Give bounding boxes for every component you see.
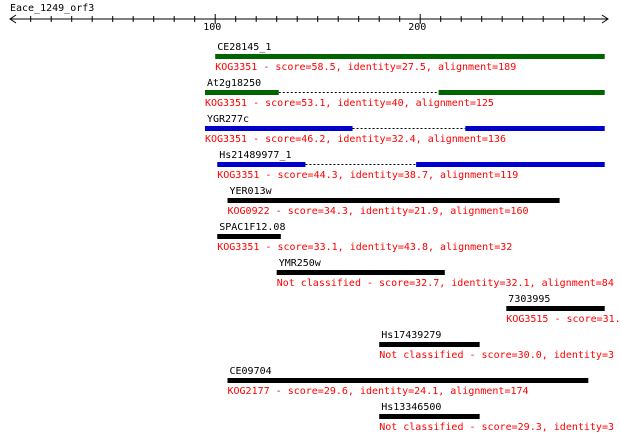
alignment-segment[interactable] <box>416 162 605 167</box>
hit-row: CE28145_1 KOG3351 - score=58.5, identity=… <box>215 42 605 73</box>
hit-description: KOG3351 - score=58.5, identity=27.5, ali… <box>215 62 516 73</box>
alignment-segment[interactable] <box>215 54 605 59</box>
query-name: Eace_1249_orf3 <box>10 3 94 14</box>
hit-name[interactable]: At2g18250 <box>207 78 261 89</box>
query-axis: 100 200 <box>9 14 609 33</box>
hit-name[interactable]: YGR277c <box>207 114 249 125</box>
alignment-segment[interactable] <box>506 306 605 311</box>
hit-description: KOG2177 - score=29.6, identity=24.1, ali… <box>228 386 529 397</box>
hit-name[interactable]: YER013w <box>230 186 273 197</box>
alignment-segment[interactable] <box>465 126 605 131</box>
hit-description: KOG0922 - score=34.3, identity=21.9, ali… <box>228 206 529 217</box>
hit-row: CE09704 KOG2177 - score=29.6, identity=24… <box>227 366 589 397</box>
alignment-segment[interactable] <box>227 378 589 383</box>
hit-row: YGR277c KOG3351 - score=46.2, identity=32… <box>204 114 605 145</box>
hit-name[interactable]: YMR250w <box>279 258 322 269</box>
axis-tick-label: 100 <box>203 22 221 33</box>
hit-row: At2g18250 KOG3351 - score=53.1, identity=… <box>204 78 605 109</box>
hit-name[interactable]: Hs21489977_1 <box>219 150 291 161</box>
hit-description: KOG3351 - score=44.3, identity=38.7, ali… <box>217 170 518 181</box>
alignment-segment[interactable] <box>379 414 480 419</box>
hit-description: Not classified - score=29.3, identity=3 <box>379 422 614 433</box>
hit-name[interactable]: 7303995 <box>508 294 550 305</box>
hit-row: SPAC1F12.08 KOG3351 - score=33.1, identit… <box>217 222 512 253</box>
alignment-segment[interactable] <box>227 198 560 203</box>
alignment-segment[interactable] <box>276 270 445 275</box>
hit-list: CE28145_1 KOG3351 - score=58.5, identity=… <box>204 42 620 433</box>
hit-description: Not classified - score=30.0, identity=3 <box>379 350 614 361</box>
hit-row: YER013w KOG0922 - score=34.3, identity=21… <box>227 186 560 217</box>
alignment-segment[interactable] <box>379 342 480 347</box>
hit-row: YMR250w Not classified - score=32.7, iden… <box>276 258 614 289</box>
alignment-segment[interactable] <box>438 90 605 95</box>
hit-description: KOG3351 - score=33.1, identity=43.8, ali… <box>217 242 512 253</box>
hit-name[interactable]: SPAC1F12.08 <box>219 222 285 233</box>
hit-name[interactable]: Hs13346500 <box>381 402 441 413</box>
axis-left-arrow <box>9 14 17 24</box>
axis-tick-label: 200 <box>408 22 426 33</box>
hit-name[interactable]: Hs17439279 <box>381 330 441 341</box>
hit-row: Hs21489977_1 KOG3351 - score=44.3, identi… <box>217 150 605 181</box>
hit-row: 7303995 KOG3515 - score=31.2, identity= <box>506 294 620 325</box>
alignment-segment[interactable] <box>217 234 281 239</box>
hit-name[interactable]: CE09704 <box>230 366 272 377</box>
hit-description: KOG3351 - score=53.1, identity=40, align… <box>205 98 494 109</box>
alignment-segment[interactable] <box>204 126 353 131</box>
axis-right-arrow <box>601 14 609 24</box>
alignment-segment[interactable] <box>204 90 279 95</box>
hit-row: Hs13346500 Not classified - score=29.3, i… <box>379 402 614 433</box>
hit-description: Not classified - score=32.7, identity=32… <box>277 278 614 289</box>
hit-row: Hs17439279 Not classified - score=30.0, i… <box>379 330 614 361</box>
hit-name[interactable]: CE28145_1 <box>217 42 271 53</box>
alignment-segment[interactable] <box>217 162 306 167</box>
hit-description: KOG3515 - score=31.2, identity= <box>506 314 620 325</box>
hit-description: KOG3351 - score=46.2, identity=32.4, ali… <box>205 134 506 145</box>
